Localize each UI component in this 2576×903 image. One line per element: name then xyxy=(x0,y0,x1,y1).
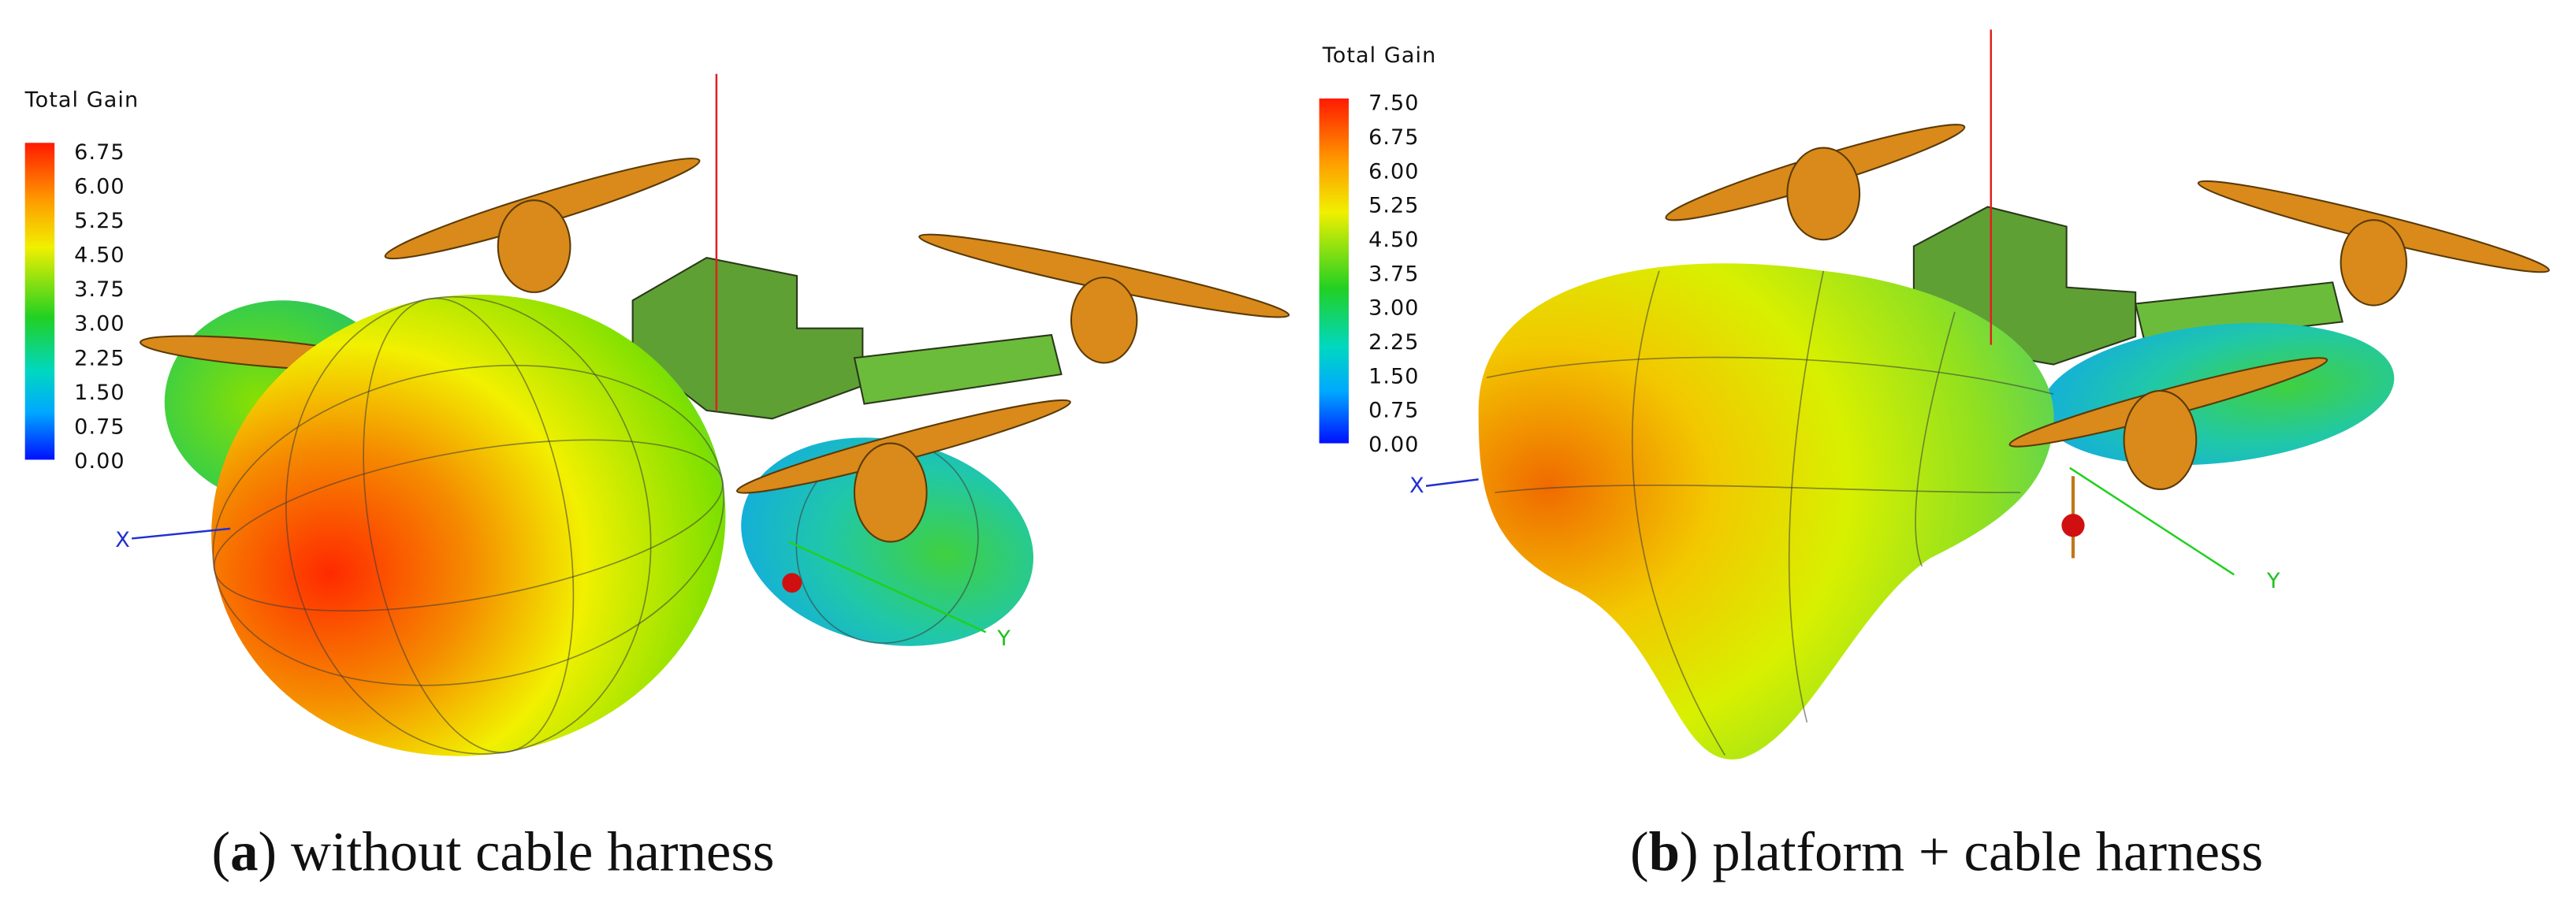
caption-letter: a xyxy=(230,821,258,883)
colorbar-tick-label: 2.25 xyxy=(1368,330,1419,355)
colorbar-tick-label: 3.00 xyxy=(1368,296,1419,321)
colorbar-tick-label: 6.00 xyxy=(1368,159,1419,184)
connector xyxy=(2061,514,2085,537)
colorbar-tick-label: 3.75 xyxy=(1368,262,1419,286)
grid-line xyxy=(1495,485,2021,493)
panel-b-render xyxy=(1425,29,2550,760)
colorbar-tick-label: 5.25 xyxy=(1368,194,1419,218)
caption: (a) without cable harness xyxy=(212,821,775,883)
colorbar-tick-label: 6.75 xyxy=(74,140,125,165)
grid-line xyxy=(213,439,724,612)
motor xyxy=(1070,277,1138,364)
colorbar-tick-label: 4.50 xyxy=(74,243,125,268)
caption-text: ) without cable harness xyxy=(259,821,775,883)
x-axis xyxy=(1425,478,1479,487)
colorbar-tick-label: 5.25 xyxy=(74,209,125,233)
y-axis-label: Y xyxy=(2266,569,2280,593)
panel-a-render xyxy=(131,73,1290,756)
colorbar-tick-label: 1.50 xyxy=(74,381,125,405)
connector xyxy=(782,573,802,593)
colorbar-tick-label: 4.50 xyxy=(1368,228,1419,252)
caption-paren: ( xyxy=(1630,821,1649,883)
grid-line xyxy=(1631,270,1725,756)
colorbar xyxy=(24,143,55,460)
caption-letter: b xyxy=(1649,821,1680,883)
colorbar-tick-label: 3.00 xyxy=(74,312,125,336)
colorbar-tick-label: 0.75 xyxy=(1368,399,1419,423)
grid-line xyxy=(1486,356,2054,395)
colorbar-tick-label: 6.00 xyxy=(74,175,125,199)
motor xyxy=(853,442,928,543)
y-axis xyxy=(2069,466,2235,576)
x-axis xyxy=(131,527,231,540)
caption: (b) platform + cable harness xyxy=(1630,821,2263,883)
colorbar-tick-label: 7.50 xyxy=(1368,91,1419,116)
labels: Total Gain 6.75 6.00 5.25 4.50 3.75 3.00 2.25 1.… xyxy=(24,43,2280,883)
motor xyxy=(2123,389,2198,490)
colorbar-tick-label: 2.25 xyxy=(74,346,125,370)
colorbar-tick-label: 3.75 xyxy=(74,277,125,302)
caption-paren: ( xyxy=(212,821,231,883)
colorbar-tick-label: 0.00 xyxy=(1368,433,1419,457)
main-lobe xyxy=(211,294,726,756)
grid-line xyxy=(1915,311,1956,567)
x-axis-label: X xyxy=(115,528,130,552)
colorbar-tick-label: 1.50 xyxy=(1368,364,1419,388)
motor xyxy=(497,199,571,293)
y-axis-label: Y xyxy=(996,626,1011,651)
main-lobe xyxy=(1478,263,2054,760)
grid-line xyxy=(363,297,575,753)
colorbar xyxy=(1319,98,1349,444)
arm xyxy=(853,333,1063,405)
colorbar-title: Total Gain xyxy=(1322,43,1437,68)
y-axis xyxy=(788,541,987,634)
motor xyxy=(2340,219,2407,307)
x-axis-label: X xyxy=(1409,474,1424,498)
motor xyxy=(1786,147,1861,241)
colorbar-tick-label: 6.75 xyxy=(1368,125,1419,150)
colorbar-title: Total Gain xyxy=(24,87,140,112)
colorbar-tick-label: 0.75 xyxy=(74,414,125,439)
caption-text: ) platform + cable harness xyxy=(1680,821,2263,883)
colorbar-tick-label: 0.00 xyxy=(74,449,125,474)
grid-line xyxy=(1788,270,1825,723)
